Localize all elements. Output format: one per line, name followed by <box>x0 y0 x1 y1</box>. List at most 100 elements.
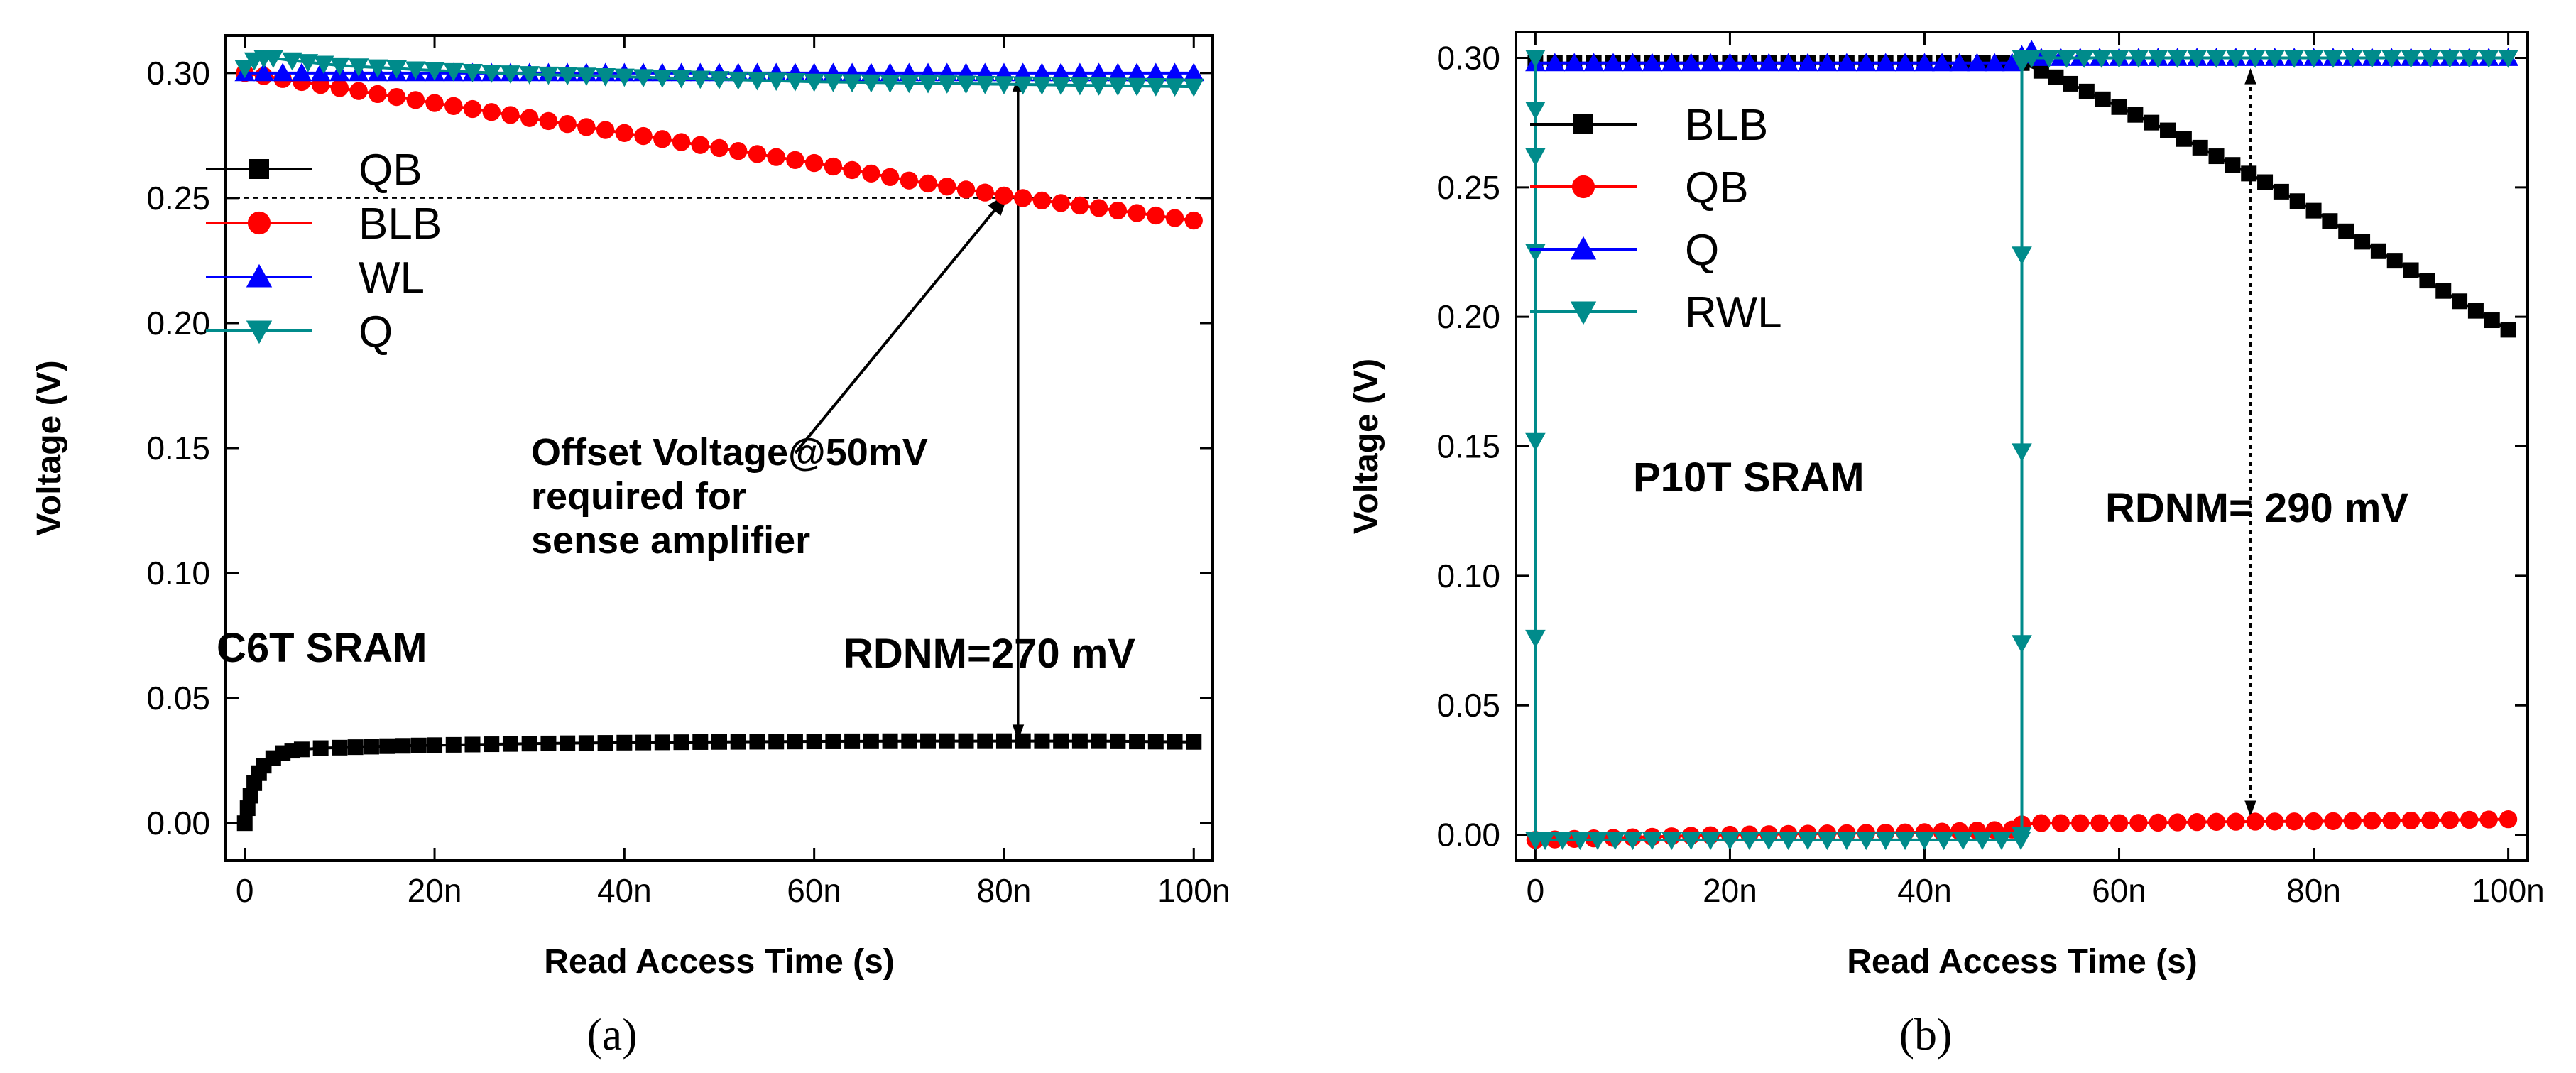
data-point <box>484 736 500 753</box>
data-point <box>1034 733 1050 749</box>
data-point <box>2188 813 2206 832</box>
data-point <box>1972 832 1993 851</box>
data-point <box>2192 139 2208 156</box>
data-point <box>653 130 672 148</box>
data-point <box>2109 50 2129 68</box>
data-point <box>615 124 633 142</box>
y-tick-label: 0.25 <box>1436 169 1500 206</box>
data-point <box>363 739 379 755</box>
offset-voltage-note: Offset Voltage@50mV <box>531 431 928 474</box>
data-point <box>1128 204 1146 222</box>
data-point <box>298 54 319 72</box>
data-point <box>2289 193 2305 209</box>
x-tick-label: 100n <box>1157 872 1230 909</box>
data-point <box>880 75 900 93</box>
data-point <box>805 153 824 173</box>
data-point <box>673 734 689 751</box>
data-point <box>1855 832 1877 851</box>
data-point <box>765 72 787 92</box>
data-point <box>239 800 256 817</box>
data-point <box>464 736 481 753</box>
data-point <box>272 62 293 82</box>
data-point <box>1183 62 1204 82</box>
data-point <box>2095 91 2111 107</box>
data-point <box>1050 62 1071 82</box>
data-point <box>596 121 615 139</box>
x-tick-label: 60n <box>2092 872 2146 909</box>
offset-arrow-line <box>794 192 1010 454</box>
data-point <box>560 735 576 751</box>
legend-marker-rwl <box>1570 301 1597 325</box>
data-point <box>2176 131 2192 147</box>
data-point <box>1661 53 1682 72</box>
data-point <box>1797 53 1818 72</box>
data-point <box>1013 76 1033 95</box>
data-point <box>521 736 537 752</box>
data-point <box>844 733 861 749</box>
data-point <box>444 97 463 115</box>
x-tick-label: 20n <box>408 872 462 909</box>
data-point <box>862 164 880 183</box>
data-point <box>2419 273 2435 289</box>
data-point <box>2323 50 2344 68</box>
data-point <box>367 59 388 78</box>
x-tick-label: 100n <box>2472 872 2544 909</box>
data-point <box>1570 832 1590 851</box>
data-point <box>711 734 727 750</box>
chart-title: C6T SRAM <box>217 625 427 671</box>
data-point <box>671 70 692 89</box>
legend-label-rwl: RWL <box>1685 288 1782 337</box>
data-point <box>425 94 444 112</box>
data-point <box>2149 813 2167 832</box>
data-point <box>2167 50 2188 68</box>
data-point <box>329 57 350 76</box>
data-point <box>939 733 955 749</box>
data-point <box>1052 194 1070 212</box>
data-point <box>597 735 613 751</box>
data-point <box>538 66 559 85</box>
data-point <box>1953 832 1974 851</box>
data-point <box>481 65 502 83</box>
rdnm-arrow-head-top <box>2244 68 2256 85</box>
data-point <box>823 74 844 92</box>
data-point <box>2002 53 2023 72</box>
data-point <box>2021 50 2042 68</box>
legend-marker-q <box>1570 236 1597 260</box>
data-point <box>2342 50 2363 68</box>
data-point <box>2305 202 2322 219</box>
data-point <box>282 52 302 71</box>
y-tick-label: 0.20 <box>146 305 210 342</box>
x-tick-label: 20n <box>1703 872 1757 909</box>
data-point <box>1167 734 1183 750</box>
data-point <box>1914 53 1935 72</box>
legend-label-qb: QB <box>359 146 422 195</box>
data-point <box>406 91 425 109</box>
data-point <box>652 70 673 88</box>
data-point <box>1126 62 1147 82</box>
data-point <box>310 62 331 82</box>
data-point <box>1165 209 1184 227</box>
data-point <box>1129 734 1145 750</box>
legend-label-blb: BLB <box>1685 101 1768 150</box>
data-point <box>2362 50 2383 68</box>
data-point <box>2467 303 2484 319</box>
data-point <box>635 734 652 751</box>
data-point <box>424 62 445 81</box>
data-point <box>482 103 501 121</box>
data-point <box>1836 832 1857 851</box>
data-point <box>1720 53 1740 72</box>
data-point <box>1894 53 1916 72</box>
legend-marker-blb <box>1573 114 1593 134</box>
data-point <box>443 62 464 82</box>
data-point <box>2452 293 2468 310</box>
y-tick-label: 0.20 <box>1436 298 1500 335</box>
data-point <box>1622 53 1643 72</box>
legend-marker-qb <box>1571 175 1595 199</box>
legend-marker-wl <box>246 263 273 288</box>
data-point <box>1681 832 1701 851</box>
y-tick-label: 0.25 <box>146 180 210 217</box>
data-point <box>2386 253 2403 269</box>
data-point <box>1069 62 1091 82</box>
data-point <box>825 733 841 749</box>
data-point <box>2128 50 2149 68</box>
